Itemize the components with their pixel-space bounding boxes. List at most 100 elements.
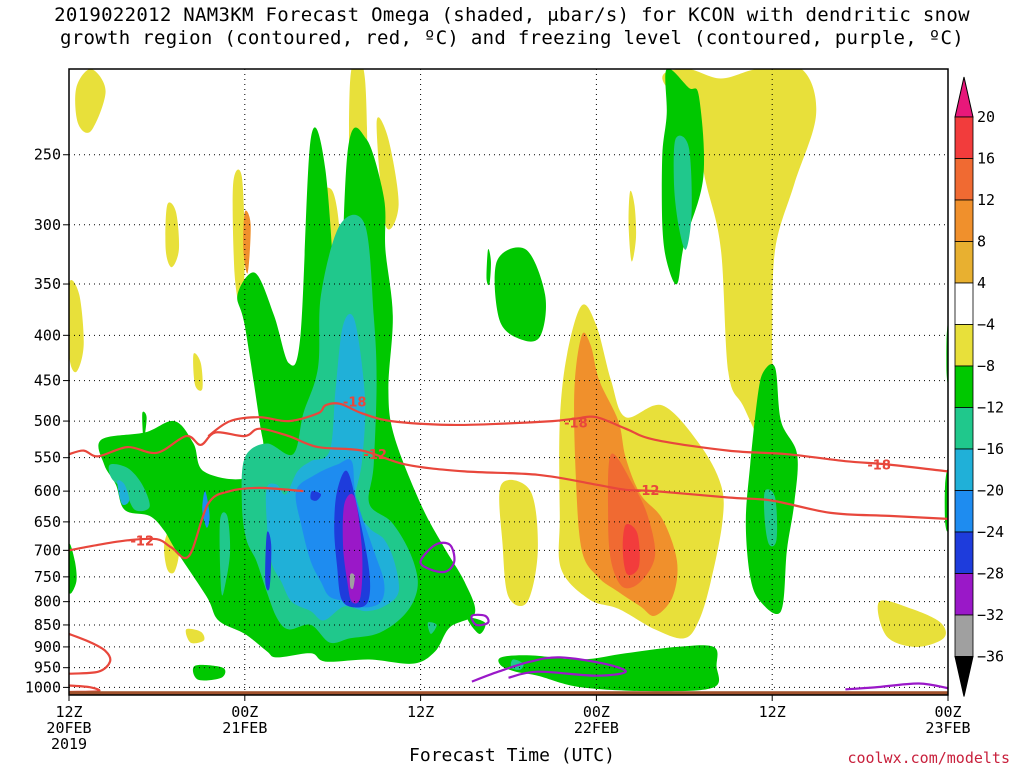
y-tick-label-650: 650 <box>34 513 61 531</box>
colorbar-bin-9 <box>954 448 974 491</box>
freezing-level-3 <box>845 682 948 691</box>
plot-frame <box>68 68 949 696</box>
omega-region-44 <box>310 490 322 501</box>
colorbar-label-4: 4 <box>977 274 986 292</box>
omega-region-39 <box>763 489 778 547</box>
colorbar-label-10: −24 <box>977 523 1004 541</box>
colorbar-label-7: −12 <box>977 399 1004 417</box>
colorbar-label-8: −16 <box>977 440 1004 458</box>
colorbar-bin-7 <box>954 365 974 408</box>
omega-region-3 <box>185 628 205 644</box>
omega-region-24 <box>192 664 226 681</box>
terrain-bar <box>69 691 948 695</box>
freezing-level-2 <box>471 656 627 683</box>
omega-region-13 <box>628 190 637 262</box>
omega-region-18 <box>243 210 251 274</box>
colorbar-label-12: −32 <box>977 606 1004 624</box>
colorbar-bin-5 <box>954 282 974 325</box>
omega-region-31 <box>944 469 948 532</box>
omega-region-6 <box>232 169 245 306</box>
isotherm-label-1-1: -12 <box>363 448 387 463</box>
omega-region-47 <box>342 493 363 604</box>
colorbar-label-11: −28 <box>977 565 1004 583</box>
omega-region-15 <box>877 600 946 647</box>
omega-shading-layer <box>69 69 948 692</box>
isotherm-red-2 <box>69 486 304 560</box>
isotherm-label-2-0: -12 <box>131 534 155 549</box>
colorbar-bottom-arrow <box>954 656 974 697</box>
isotherm-label-0-2: -18 <box>867 459 891 474</box>
omega-region-4 <box>165 202 180 268</box>
x-axis-title: Forecast Time (UTC) <box>409 745 615 766</box>
x-tick-label-3-1: 22FEB <box>574 719 619 737</box>
colorbar-label-1: 16 <box>977 150 995 168</box>
omega-region-22 <box>69 543 77 594</box>
chart-title-line2: growth region (contoured, red, ºC) and f… <box>60 27 964 49</box>
y-tick-label-900: 900 <box>34 638 61 656</box>
isotherm-layer <box>69 402 948 694</box>
colorbar-label-0: 20 <box>977 108 995 126</box>
freezing-level-0 <box>419 541 456 574</box>
omega-region-19 <box>607 453 656 589</box>
x-tick-label-0-2: 2019 <box>51 735 87 753</box>
colorbar-bin-3 <box>954 199 974 242</box>
y-tick-label-950: 950 <box>34 659 61 677</box>
omega-region-14 <box>662 69 817 444</box>
x-tick-label-0-1: 20FEB <box>46 719 91 737</box>
y-tick-label-550: 550 <box>34 449 61 467</box>
omega-region-36 <box>673 135 692 250</box>
colorbar-label-9: −20 <box>977 482 1004 500</box>
y-tick-label-400: 400 <box>34 326 61 344</box>
isotherm-label-0-1: -18 <box>564 417 588 432</box>
colorbar-bin-13 <box>954 614 974 657</box>
isotherm-label-0-0: -18 <box>343 395 367 410</box>
chart-title-line1: 2019022012 NAM3KM Forecast Omega (shaded… <box>54 4 970 26</box>
colorbar-label-5: −4 <box>977 316 995 334</box>
colorbar-bin-11 <box>954 531 974 574</box>
colorbar-bin-2 <box>954 158 974 201</box>
x-tick-label-1-0: 00Z <box>231 703 258 721</box>
y-tick-label-850: 850 <box>34 616 61 634</box>
isotherm-label-layer: -18-18-18-12-12-12-12 <box>131 395 891 549</box>
x-tick-label-2-0: 12Z <box>407 703 434 721</box>
colorbar-bin-1 <box>954 116 974 159</box>
isotherm-red-4 <box>69 684 101 694</box>
y-tick-label-750: 750 <box>34 568 61 586</box>
omega-region-0 <box>75 69 106 133</box>
y-tick-label-500: 500 <box>34 412 61 430</box>
x-tick-label-4-0: 12Z <box>759 703 786 721</box>
x-tick-label-5-1: 23FEB <box>925 719 970 737</box>
colorbar-bin-6 <box>954 324 974 367</box>
y-tick-label-800: 800 <box>34 593 61 611</box>
x-tick-label-0-0: 12Z <box>55 703 82 721</box>
omega-region-28 <box>498 645 720 692</box>
colorbar-label-13: −36 <box>977 648 1004 666</box>
omega-region-33 <box>108 463 150 512</box>
isotherm-red-1 <box>69 427 948 520</box>
freezing-level-1 <box>470 613 490 627</box>
y-tick-label-600: 600 <box>34 482 61 500</box>
omega-region-34 <box>219 512 231 596</box>
colorbar-bin-12 <box>954 573 974 616</box>
colorbar-label-2: 12 <box>977 191 995 209</box>
colorbar-top-arrow <box>954 76 974 118</box>
colorbar-bin-4 <box>954 241 974 284</box>
x-tick-label-5-0: 00Z <box>934 703 961 721</box>
y-axis: 250 300 350 400 450 500 550 600 650 700 750 800 850 9… <box>25 146 69 696</box>
isotherm-red-0 <box>207 402 948 473</box>
isotherm-red-3 <box>69 632 112 675</box>
omega-region-46 <box>265 531 272 591</box>
y-tick-label-700: 700 <box>34 541 61 559</box>
colorbar: 20 16 12 8 4 −4 −8 −12 −16 −20 −24 −28 −32 −36 <box>954 76 1004 697</box>
x-tick-label-1-1: 21FEB <box>222 719 267 737</box>
omega-region-26 <box>486 249 491 286</box>
x-tick-label-3-0: 00Z <box>583 703 610 721</box>
omega-region-48 <box>349 573 355 590</box>
colorbar-label-3: 8 <box>977 233 986 251</box>
omega-region-23 <box>142 411 147 440</box>
omega-region-11 <box>499 479 538 607</box>
isotherm-label-1-2: -12 <box>636 484 660 499</box>
colorbar-label-6: −8 <box>977 357 995 375</box>
